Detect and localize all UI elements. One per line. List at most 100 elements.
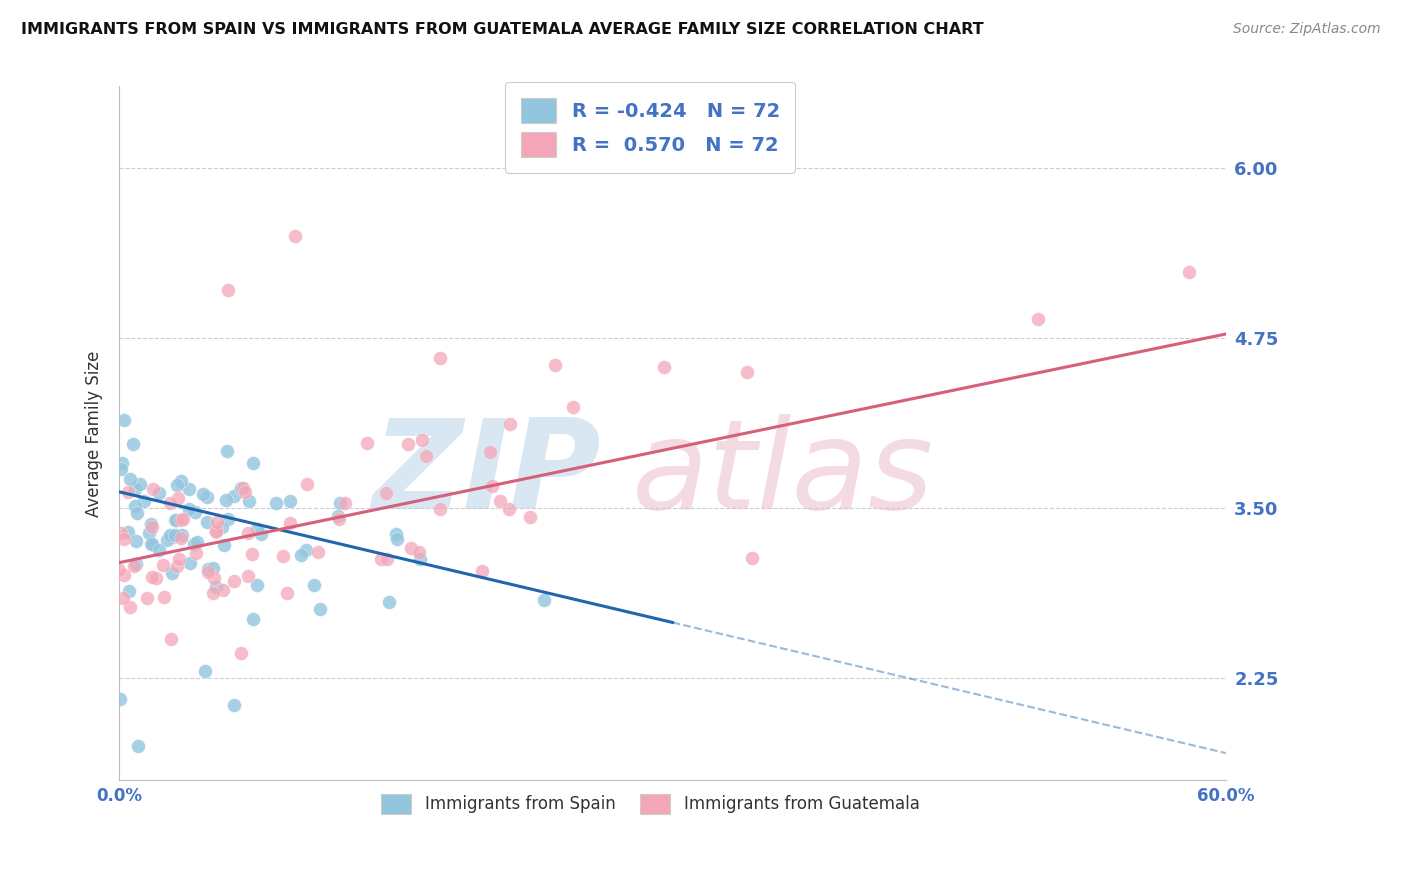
Point: [215, 493, 238, 508]
Point: [264, 496, 287, 510]
Point: [307, 545, 329, 559]
Point: [204, 525, 226, 540]
Point: [212, 538, 235, 552]
Point: [519, 510, 541, 524]
Point: [110, 462, 132, 476]
Point: [159, 632, 181, 646]
Point: [117, 485, 139, 500]
Point: [141, 520, 163, 534]
Point: [112, 413, 135, 427]
Point: [533, 592, 555, 607]
Point: [167, 552, 190, 566]
Point: [429, 351, 451, 366]
Point: [399, 541, 422, 556]
Point: [159, 528, 181, 542]
Point: [166, 477, 188, 491]
Point: [356, 436, 378, 450]
Point: [110, 526, 132, 541]
Point: [544, 359, 567, 373]
Point: [124, 533, 146, 548]
Point: [489, 493, 512, 508]
Point: [222, 489, 245, 503]
Point: [170, 475, 193, 489]
Point: [741, 550, 763, 565]
Point: [172, 512, 194, 526]
Point: [295, 476, 318, 491]
Point: [1026, 312, 1049, 326]
Point: [141, 537, 163, 551]
Point: [202, 571, 225, 585]
Point: [499, 417, 522, 432]
Point: [145, 571, 167, 585]
Point: [166, 559, 188, 574]
Point: [134, 494, 156, 508]
Point: [284, 229, 307, 244]
Point: [195, 490, 218, 504]
Point: [328, 496, 350, 510]
Point: [186, 535, 208, 549]
Point: [195, 516, 218, 530]
Point: [127, 739, 149, 754]
Point: [375, 485, 398, 500]
Point: [159, 495, 181, 509]
Point: [177, 502, 200, 516]
Point: [240, 547, 263, 561]
Point: [211, 520, 233, 534]
Point: [124, 500, 146, 514]
Point: [184, 546, 207, 560]
Point: [212, 582, 235, 597]
Point: [141, 570, 163, 584]
Point: [302, 578, 325, 592]
Point: [170, 531, 193, 545]
Point: [385, 527, 408, 541]
Point: [205, 515, 228, 529]
Point: [120, 599, 142, 614]
Point: [328, 511, 350, 525]
Point: [378, 594, 401, 608]
Point: [121, 437, 143, 451]
Text: atlas: atlas: [633, 415, 934, 535]
Point: [191, 487, 214, 501]
Point: [236, 525, 259, 540]
Point: [166, 491, 188, 505]
Point: [335, 496, 357, 510]
Legend: Immigrants from Spain, Immigrants from Guatemala: Immigrants from Spain, Immigrants from G…: [371, 784, 929, 824]
Point: [385, 533, 408, 547]
Point: [232, 481, 254, 495]
Point: [165, 513, 187, 527]
Point: [478, 444, 501, 458]
Point: [117, 584, 139, 599]
Point: [652, 359, 675, 374]
Point: [233, 484, 256, 499]
Point: [165, 527, 187, 541]
Point: [326, 508, 349, 523]
Point: [136, 591, 159, 606]
Point: [179, 556, 201, 570]
Point: [117, 524, 139, 539]
Point: [177, 482, 200, 496]
Point: [273, 549, 295, 563]
Point: [217, 511, 239, 525]
Point: [370, 552, 392, 566]
Point: [197, 565, 219, 579]
Point: [498, 502, 520, 516]
Point: [224, 574, 246, 589]
Point: [242, 612, 264, 626]
Point: [415, 449, 437, 463]
Point: [112, 568, 135, 582]
Point: [108, 691, 131, 706]
Point: [165, 513, 187, 527]
Point: [122, 559, 145, 574]
Point: [110, 456, 132, 470]
Point: [197, 562, 219, 576]
Y-axis label: Average Family Size: Average Family Size: [86, 351, 103, 516]
Point: [229, 646, 252, 660]
Point: [205, 580, 228, 594]
Point: [138, 526, 160, 541]
Point: [112, 533, 135, 547]
Point: [111, 591, 134, 605]
Point: [139, 517, 162, 532]
Point: [1178, 265, 1201, 279]
Point: [139, 537, 162, 551]
Point: [561, 400, 583, 414]
